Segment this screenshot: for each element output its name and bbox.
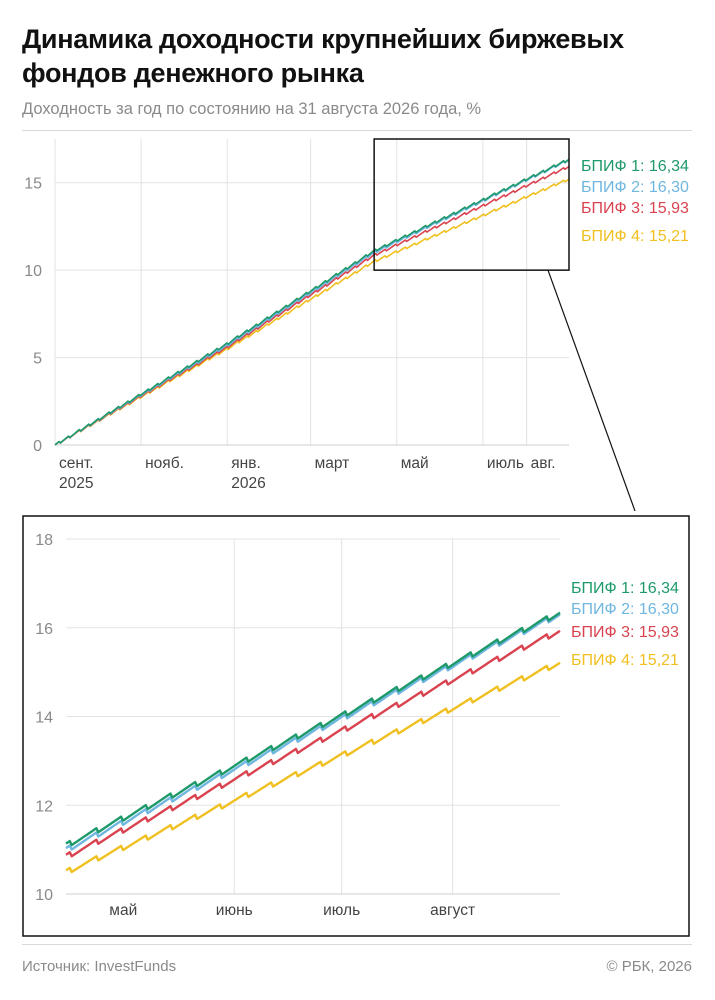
series-name: БПИФ 2: [571, 601, 630, 618]
source-note: Источник: InvestFunds: [22, 958, 177, 975]
series-name: БПИФ 1: [571, 580, 630, 597]
zoom-chart: 10 12 14 16 18 май июнь июль август БПИФ 1: 16,34…: [22, 515, 690, 937]
y-tick-label: 12: [35, 798, 53, 815]
y-tick-label: 14: [35, 710, 53, 727]
label-sep: :: [640, 158, 649, 175]
x-tick-label: июль: [323, 902, 360, 919]
series-name: БПИФ 3: [581, 200, 640, 217]
y-tick-label: 5: [33, 351, 42, 368]
series-value: 15,93: [639, 624, 679, 641]
x-tick-label: сент.: [59, 455, 94, 472]
series-name: БПИФ 3: [571, 624, 630, 641]
x-tick-label: янв.: [231, 455, 261, 472]
label-sep: :: [640, 228, 649, 245]
series-name: БПИФ 4: [571, 652, 630, 669]
series-value: 16,30: [639, 601, 679, 618]
x-tick-label: июль: [487, 455, 524, 472]
series-line-4: [54, 178, 570, 446]
series-label-3: БПИФ 3: 15,93: [571, 624, 679, 641]
x-tick-label: нояб.: [145, 455, 184, 472]
top-divider: [22, 130, 692, 131]
x-tick-label: май: [401, 455, 429, 472]
series-name: БПИФ 2: [581, 179, 640, 196]
y-tick-label: 10: [24, 263, 42, 280]
y-tick-label: 15: [24, 176, 42, 193]
x-tick-label: 2025: [59, 475, 93, 492]
series-label-4: БПИФ 4: 15,21: [571, 652, 679, 669]
x-tick-label: 2026: [231, 475, 265, 492]
label-sep: :: [630, 652, 639, 669]
series-line-1: [54, 158, 570, 446]
series-name: БПИФ 1: [581, 158, 640, 175]
series-label-1: БПИФ 1: 16,34: [581, 158, 689, 175]
series-value: 15,21: [639, 652, 679, 669]
label-sep: :: [630, 624, 639, 641]
series-label-3: БПИФ 3: 15,93: [581, 200, 689, 217]
x-tick-label: май: [109, 902, 137, 919]
y-tick-label: 18: [35, 532, 53, 549]
series-value: 16,34: [639, 580, 679, 597]
series-line-2: [65, 613, 561, 851]
series-name: БПИФ 4: [581, 228, 640, 245]
label-sep: :: [630, 601, 639, 618]
y-tick-label: 10: [35, 887, 53, 904]
copyright: © РБК, 2026: [606, 958, 692, 975]
label-sep: :: [640, 179, 649, 196]
x-tick-label: март: [315, 455, 350, 472]
series-value: 16,30: [649, 179, 689, 196]
y-tick-label: 0: [33, 438, 42, 455]
series-value: 15,93: [649, 200, 689, 217]
x-tick-label: авг.: [531, 455, 556, 472]
chart-title: Динамика доходности крупнейших биржевых …: [22, 24, 624, 88]
zoom-connector: [547, 269, 636, 511]
main-chart: 0 5 10 15 сент. 2025 нояб. янв. 2026 март май июль а…: [24, 138, 689, 511]
y-tick-label: 16: [35, 621, 53, 638]
series-line-3: [65, 629, 561, 858]
series-label-2: БПИФ 2: 16,30: [571, 601, 679, 618]
series-line-4: [65, 661, 561, 874]
zoom-box: [373, 138, 570, 271]
bottom-divider: [22, 944, 692, 945]
x-tick-label: август: [430, 902, 475, 919]
x-tick-label: июнь: [216, 902, 253, 919]
series-label-4: БПИФ 4: 15,21: [581, 228, 689, 245]
chart-subtitle: Доходность за год по состоянию на 31 авг…: [22, 100, 482, 118]
series-label-2: БПИФ 2: 16,30: [581, 179, 689, 196]
label-sep: :: [630, 580, 639, 597]
series-label-1: БПИФ 1: 16,34: [571, 580, 679, 597]
series-value: 15,21: [649, 228, 689, 245]
series-value: 16,34: [649, 158, 689, 175]
series-line-1: [65, 611, 561, 847]
label-sep: :: [640, 200, 649, 217]
